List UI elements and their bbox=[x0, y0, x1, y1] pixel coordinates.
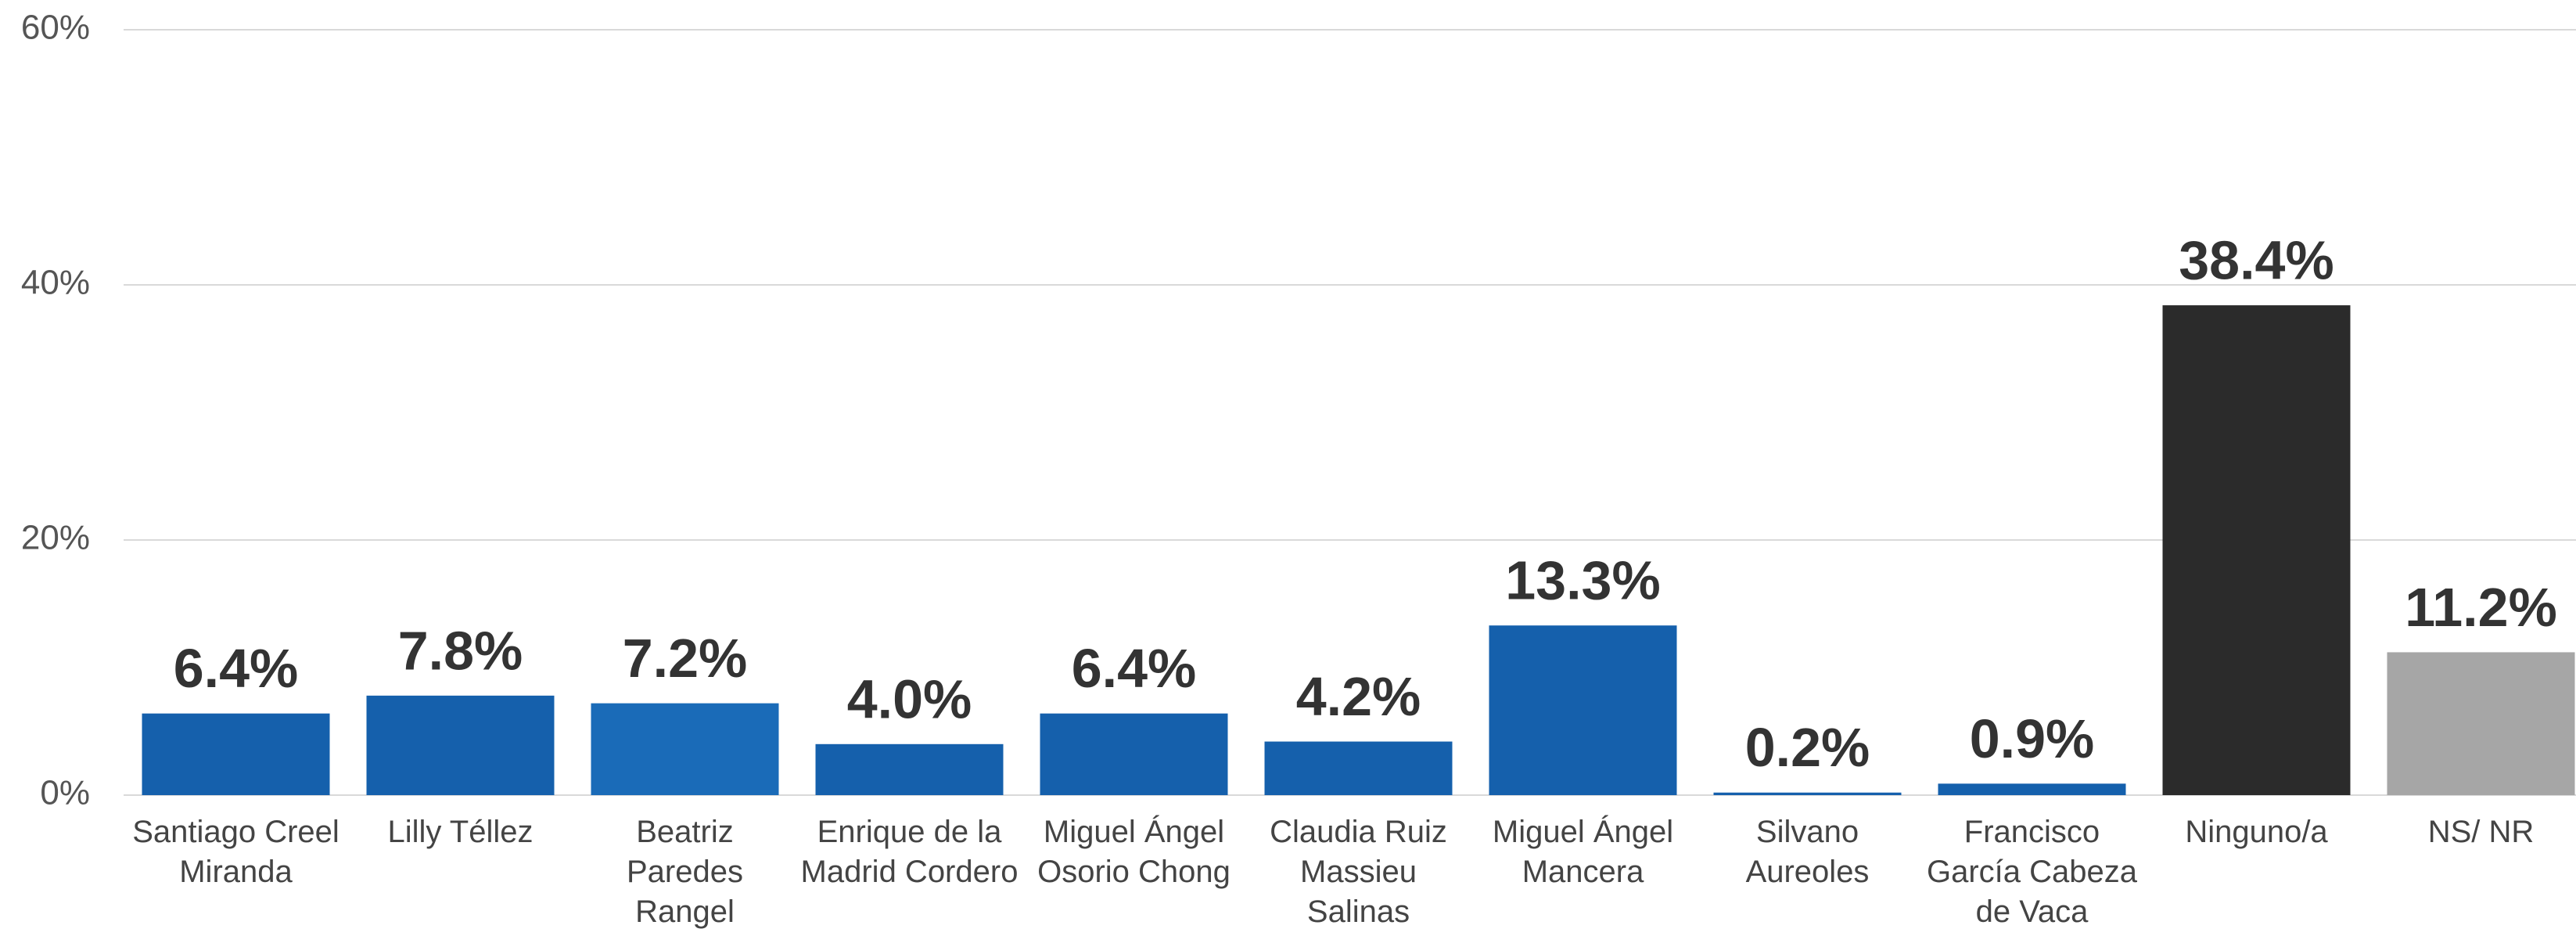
y-tick-label: 20% bbox=[21, 519, 90, 557]
data-label: 6.4% bbox=[174, 638, 299, 699]
data-label: 4.0% bbox=[847, 668, 972, 729]
x-tick-label: Enrique de la Madrid Cordero bbox=[800, 815, 1019, 889]
bar bbox=[1489, 625, 1677, 795]
x-tick-label: Beatriz Paredes Rangel bbox=[627, 815, 743, 929]
data-label: 0.9% bbox=[1970, 708, 2095, 769]
bar bbox=[1264, 741, 1453, 795]
x-tick-label: Santiago Creel Miranda bbox=[132, 815, 340, 889]
y-tick-label: 40% bbox=[21, 264, 90, 302]
data-label: 7.8% bbox=[398, 620, 523, 681]
data-label: 7.2% bbox=[623, 628, 748, 689]
x-tick-label: Miguel Ángel Mancera bbox=[1492, 815, 1674, 889]
x-tick-label: NS/ NR bbox=[2427, 815, 2535, 849]
bar bbox=[2162, 305, 2351, 796]
bar bbox=[1040, 713, 1228, 795]
bar bbox=[2387, 652, 2575, 795]
data-label: 11.2% bbox=[2405, 577, 2557, 638]
data-label: 0.2% bbox=[1745, 717, 1870, 778]
y-tick-label: 60% bbox=[21, 9, 90, 47]
bar bbox=[815, 743, 1004, 795]
x-tick-label: Lilly Téllez bbox=[387, 815, 534, 849]
bar bbox=[142, 713, 330, 795]
x-tick-label: Claudia Ruiz Massieu Salinas bbox=[1270, 815, 1447, 929]
data-label: 38.4% bbox=[2179, 230, 2333, 291]
data-label: 4.2% bbox=[1296, 666, 1421, 727]
data-label: 6.4% bbox=[1072, 638, 1197, 699]
x-tick-label: Ninguno/a bbox=[2185, 815, 2328, 849]
bar bbox=[366, 695, 555, 795]
bar bbox=[1938, 783, 2126, 795]
x-tick-label: Miguel Ángel Osorio Chong bbox=[1037, 815, 1231, 889]
bar bbox=[1713, 792, 1902, 795]
data-label: 13.3% bbox=[1505, 550, 1660, 611]
y-tick-label: 0% bbox=[40, 774, 90, 812]
x-tick-label: Francisco García Cabeza de Vaca bbox=[1926, 815, 2138, 929]
x-tick-label: Silvano Aureoles bbox=[1745, 815, 1870, 889]
bar bbox=[591, 703, 779, 795]
